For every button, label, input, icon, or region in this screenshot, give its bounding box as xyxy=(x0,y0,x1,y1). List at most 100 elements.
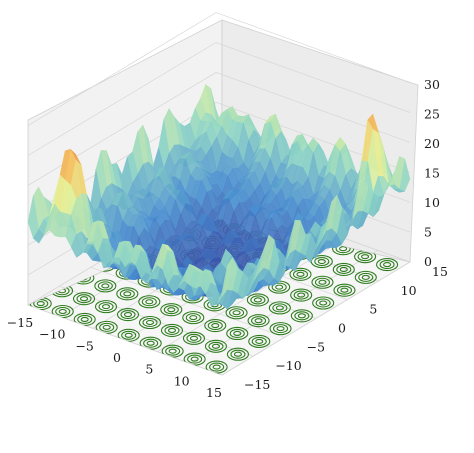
contour-line xyxy=(233,351,242,357)
contour-line xyxy=(290,309,313,323)
x-tick-label: 0 xyxy=(113,350,121,365)
contour-line xyxy=(340,287,349,293)
contour-line xyxy=(207,321,223,331)
contour-line xyxy=(205,360,228,374)
contour-line xyxy=(230,349,246,359)
contour-line xyxy=(209,362,225,372)
contour-line xyxy=(163,305,179,315)
contour-line xyxy=(269,322,292,336)
contour-line xyxy=(232,310,241,316)
y-tick-label: 10 xyxy=(401,283,417,298)
contour-line xyxy=(101,304,111,310)
contour-line xyxy=(51,304,74,319)
y-axis-ticks: 15 10 5 0 −5 −10 −15 xyxy=(244,264,448,392)
contour-line xyxy=(275,305,284,311)
contour-line xyxy=(204,319,227,333)
contour-line xyxy=(77,314,93,324)
contour-line xyxy=(276,326,285,332)
contour-line xyxy=(116,308,140,322)
contour-line xyxy=(247,314,270,328)
x-tick-label: 5 xyxy=(145,362,153,377)
contour-line xyxy=(146,340,155,346)
contour-line xyxy=(332,262,355,277)
contour-line xyxy=(208,341,224,351)
contour-line xyxy=(160,323,184,337)
contour-line xyxy=(121,330,137,340)
contour-line xyxy=(211,343,220,349)
contour-line xyxy=(120,310,136,320)
contour-line xyxy=(204,339,227,353)
contour-line xyxy=(143,338,159,348)
contour-line xyxy=(226,326,249,341)
contour-line xyxy=(314,277,331,287)
contour-line xyxy=(98,302,114,312)
x-tick-label: 15 xyxy=(206,385,222,400)
contour-line xyxy=(165,346,181,356)
contour-line xyxy=(145,299,154,305)
contour-line xyxy=(58,308,67,315)
contour-line xyxy=(99,322,115,332)
z-tick-label: 25 xyxy=(424,107,440,122)
contour-line xyxy=(250,295,266,305)
contour-line xyxy=(226,347,249,361)
contour-line xyxy=(72,292,96,306)
contour-line xyxy=(142,317,158,328)
contour-line xyxy=(229,328,245,339)
contour-line xyxy=(212,364,221,370)
contour-line xyxy=(314,256,330,267)
contour-line xyxy=(253,297,262,303)
contour-line xyxy=(272,324,289,334)
y-tick-label: 0 xyxy=(338,321,346,336)
contour-line xyxy=(361,254,370,260)
contour-line xyxy=(138,295,161,309)
contour-line xyxy=(311,275,334,289)
contour-line xyxy=(123,291,132,297)
contour-line xyxy=(297,292,306,298)
z-tick-label: 30 xyxy=(424,77,440,92)
contour-line xyxy=(297,313,306,319)
contour-line xyxy=(248,334,271,348)
contour-line xyxy=(101,283,110,289)
contour-line xyxy=(358,272,374,282)
z-tick-label: 20 xyxy=(424,136,440,151)
x-tick-label: 10 xyxy=(174,373,190,388)
contour-line xyxy=(76,294,92,304)
contour-line xyxy=(336,285,353,295)
grid-line xyxy=(221,261,411,376)
contour-line xyxy=(361,274,370,280)
contour-line xyxy=(141,297,157,307)
contour-line xyxy=(233,330,242,337)
contour-line xyxy=(379,260,395,270)
contour-line xyxy=(292,269,309,279)
contour-line xyxy=(225,306,248,320)
contour-line xyxy=(317,258,326,265)
surface-cell xyxy=(216,265,228,305)
contour-line xyxy=(97,281,113,291)
z-tick-label: 10 xyxy=(424,195,440,210)
contour-line xyxy=(33,299,49,309)
contour-line xyxy=(255,338,264,344)
contour-line xyxy=(36,301,45,307)
contour-line xyxy=(246,293,269,307)
z-tick-label: 15 xyxy=(424,166,440,181)
contour-line xyxy=(119,289,135,299)
surface-mesh xyxy=(27,83,411,310)
x-tick-label: −5 xyxy=(75,338,93,353)
contour-line xyxy=(272,303,288,313)
contour-line xyxy=(167,307,176,313)
contour-line xyxy=(161,344,184,358)
y-tick-label: −5 xyxy=(307,339,325,354)
contour-line xyxy=(186,333,202,343)
contour-line xyxy=(139,336,162,350)
contour-line xyxy=(189,335,199,341)
y-tick-label: 5 xyxy=(369,302,377,317)
contour-line xyxy=(376,258,399,272)
grid-line xyxy=(27,42,411,156)
contour-line xyxy=(271,282,287,292)
contour-line xyxy=(189,315,198,321)
contour-line xyxy=(164,325,180,335)
contour-line xyxy=(318,279,327,285)
contour-line xyxy=(94,279,117,293)
